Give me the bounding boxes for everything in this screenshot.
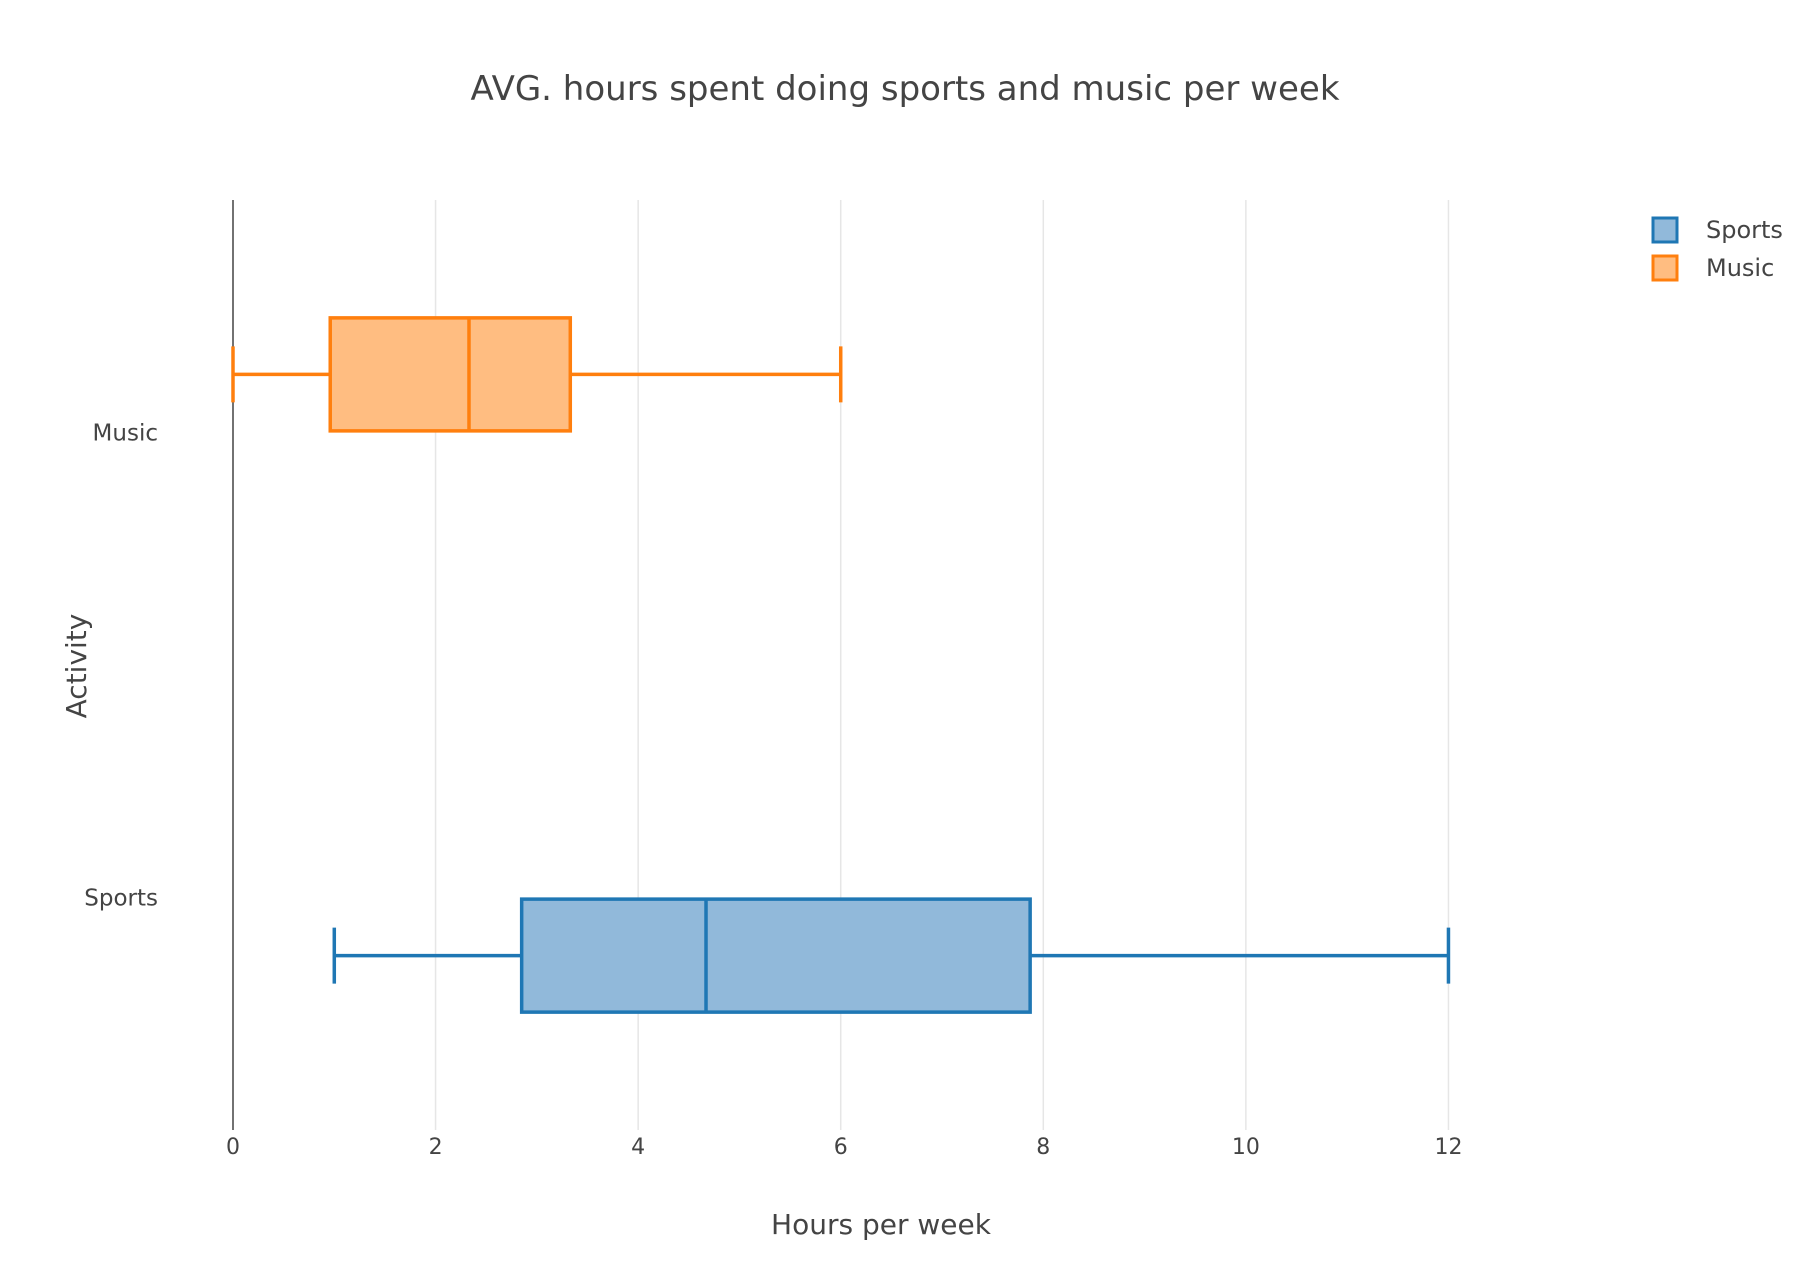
x-tick-label-0: 0: [226, 1135, 240, 1160]
y-axis-categories: Sports Music: [84, 421, 158, 912]
y-category-label-music: Music: [93, 421, 158, 447]
box-traces: [231, 316, 1451, 1014]
iqr-box: [328, 316, 573, 433]
x-axis-ticks: 0 2 4 6 8 10 12: [226, 1135, 1462, 1160]
legend-item-sports: Sports: [1651, 216, 1783, 244]
x-axis-title: Hours per week: [771, 1208, 992, 1241]
y-category-label-sports: Sports: [84, 886, 158, 912]
box-trace-music: [231, 316, 843, 433]
x-tick-label-8: 8: [1036, 1135, 1050, 1160]
x-tick-label-2: 2: [429, 1135, 443, 1160]
x-tick-label-6: 6: [834, 1135, 848, 1160]
iqr-box: [519, 897, 1032, 1014]
x-tick-label-10: 10: [1232, 1135, 1260, 1160]
box-trace-sports: [332, 897, 1451, 1014]
chart-title: AVG. hours spent doing sports and music …: [470, 69, 1339, 109]
x-tick-label-4: 4: [631, 1135, 645, 1160]
legend-label-sports: Sports: [1706, 216, 1783, 244]
x-tick-label-12: 12: [1434, 1135, 1462, 1160]
y-axis-title: Activity: [60, 614, 93, 719]
legend-swatch-music: [1651, 254, 1679, 282]
legend-item-music: Music: [1651, 254, 1774, 282]
legend-swatch-sports: [1651, 216, 1679, 244]
legend: Sports Music: [1651, 216, 1783, 282]
legend-label-music: Music: [1706, 254, 1774, 282]
